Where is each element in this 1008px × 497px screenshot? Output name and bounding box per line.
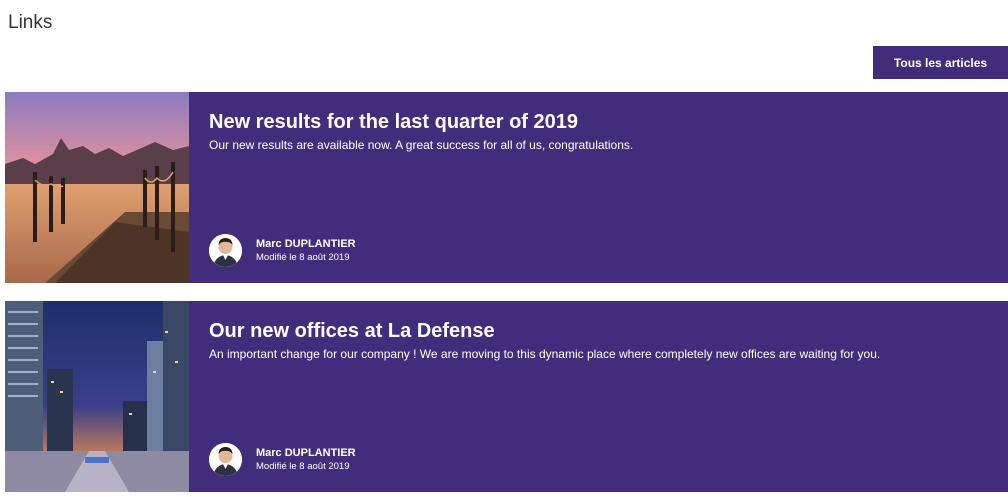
card-content: New results for the last quarter of 2019… [189,92,1008,283]
card-content: Our new offices at La Defense An importa… [189,301,1008,492]
news-card[interactable]: Our new offices at La Defense An importa… [5,301,1008,492]
card-description: An important change for our company ! We… [209,347,881,361]
all-articles-button[interactable]: Tous les articles [873,46,1008,79]
card-title[interactable]: New results for the last quarter of 2019 [209,111,579,133]
city-night-image [5,301,189,492]
avatar [209,443,242,476]
modified-date: Modifié le 8 août 2019 [256,252,350,263]
card-description: Our new results are available now. A gre… [209,138,634,152]
modified-date: Modifié le 8 août 2019 [256,461,350,472]
avatar [209,234,242,267]
author-info: Marc DUPLANTIER Modifié le 8 août 2019 [209,443,356,476]
section-title: Links [8,12,53,33]
author-info: Marc DUPLANTIER Modifié le 8 août 2019 [209,234,356,267]
sunset-pier-image [5,92,189,283]
author-name: Marc DUPLANTIER [256,447,356,459]
card-title[interactable]: Our new offices at La Defense [209,320,495,342]
author-name: Marc DUPLANTIER [256,238,356,250]
news-card[interactable]: New results for the last quarter of 2019… [5,92,1008,283]
